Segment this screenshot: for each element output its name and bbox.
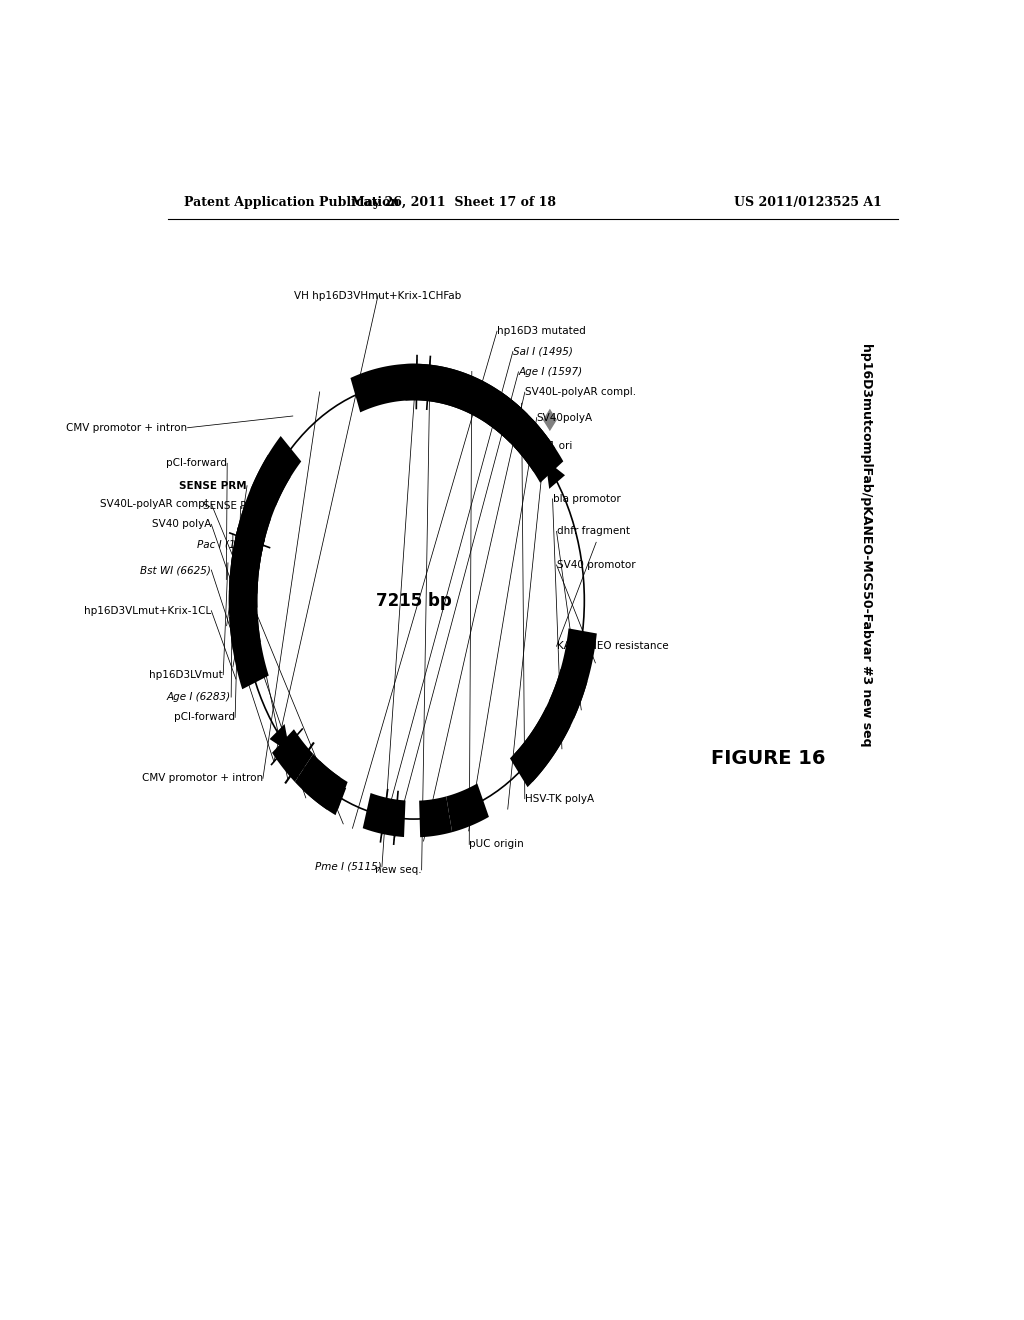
Polygon shape	[234, 504, 271, 552]
Polygon shape	[324, 787, 346, 810]
Polygon shape	[487, 392, 551, 466]
Text: f1 ori: f1 ori	[545, 441, 572, 451]
Text: hp16D3VLmut+Krix-1CL: hp16D3VLmut+Krix-1CL	[84, 606, 211, 615]
Text: SV40polyA: SV40polyA	[537, 413, 593, 422]
Text: hp16D3mutcomplFab/pKANEO-MCS50-Fabvar #3 new seq: hp16D3mutcomplFab/pKANEO-MCS50-Fabvar #3…	[859, 343, 872, 746]
Polygon shape	[446, 784, 488, 832]
Polygon shape	[231, 528, 265, 569]
Text: SV40L-polyAR compl.: SV40L-polyAR compl.	[100, 499, 211, 510]
Polygon shape	[543, 409, 557, 432]
Text: FIGURE 16: FIGURE 16	[712, 748, 825, 767]
Polygon shape	[302, 760, 347, 816]
Polygon shape	[236, 541, 254, 569]
Polygon shape	[514, 420, 555, 471]
Polygon shape	[350, 364, 527, 442]
Polygon shape	[419, 796, 453, 837]
Polygon shape	[272, 729, 313, 781]
Text: SENSE PRM: SENSE PRM	[179, 480, 247, 491]
Text: hp16D3LVmut: hp16D3LVmut	[150, 669, 223, 680]
Polygon shape	[546, 459, 565, 488]
Polygon shape	[229, 615, 261, 649]
Text: SV40L-polyAR compl.: SV40L-polyAR compl.	[524, 387, 636, 397]
Text: pCI-forward: pCI-forward	[166, 458, 227, 469]
Text: VH hp16D3VHmut+Krix-1CHFab: VH hp16D3VHmut+Krix-1CHFab	[294, 290, 462, 301]
Text: dhfr fragment: dhfr fragment	[557, 527, 630, 536]
Text: 7215 bp: 7215 bp	[376, 591, 452, 610]
Polygon shape	[295, 754, 340, 809]
Polygon shape	[510, 628, 597, 787]
Text: hp16D3 mutated: hp16D3 mutated	[497, 326, 586, 337]
Text: pCI-forward: pCI-forward	[174, 713, 236, 722]
Text: SV40 promotor: SV40 promotor	[557, 560, 635, 570]
Text: Bst WI (6625): Bst WI (6625)	[140, 565, 211, 576]
Text: KANA/NEO resistance: KANA/NEO resistance	[557, 642, 669, 651]
Polygon shape	[229, 436, 301, 594]
Polygon shape	[362, 793, 406, 837]
Text: SENSE PRM: SENSE PRM	[204, 502, 263, 511]
Polygon shape	[549, 669, 588, 719]
Polygon shape	[529, 706, 570, 759]
Text: Pme I (5115): Pme I (5115)	[315, 862, 382, 871]
Polygon shape	[404, 364, 563, 483]
Text: Sal I (1495): Sal I (1495)	[513, 347, 572, 356]
Polygon shape	[514, 734, 551, 781]
Text: Patent Application Publication: Patent Application Publication	[183, 195, 399, 209]
Polygon shape	[228, 576, 258, 609]
Text: HSV-TK polyA: HSV-TK polyA	[524, 793, 594, 804]
Polygon shape	[228, 528, 268, 689]
Text: Pac I (1): Pac I (1)	[197, 540, 239, 549]
Polygon shape	[269, 725, 290, 752]
Text: bla promotor: bla promotor	[553, 494, 621, 504]
Polygon shape	[260, 474, 279, 504]
Text: Age I (1597): Age I (1597)	[518, 367, 583, 376]
Text: pUC origin: pUC origin	[469, 840, 524, 850]
Polygon shape	[251, 454, 291, 507]
Text: May 26, 2011  Sheet 17 of 18: May 26, 2011 Sheet 17 of 18	[351, 195, 556, 209]
Text: CMV promotor + intron: CMV promotor + intron	[67, 422, 187, 433]
Text: SV40 polyA: SV40 polyA	[152, 519, 211, 529]
Text: new seq.: new seq.	[375, 865, 422, 875]
Text: Age I (6283): Age I (6283)	[167, 692, 231, 702]
Text: US 2011/0123525 A1: US 2011/0123525 A1	[734, 195, 882, 209]
Text: CMV promotor + intron: CMV promotor + intron	[141, 774, 263, 783]
